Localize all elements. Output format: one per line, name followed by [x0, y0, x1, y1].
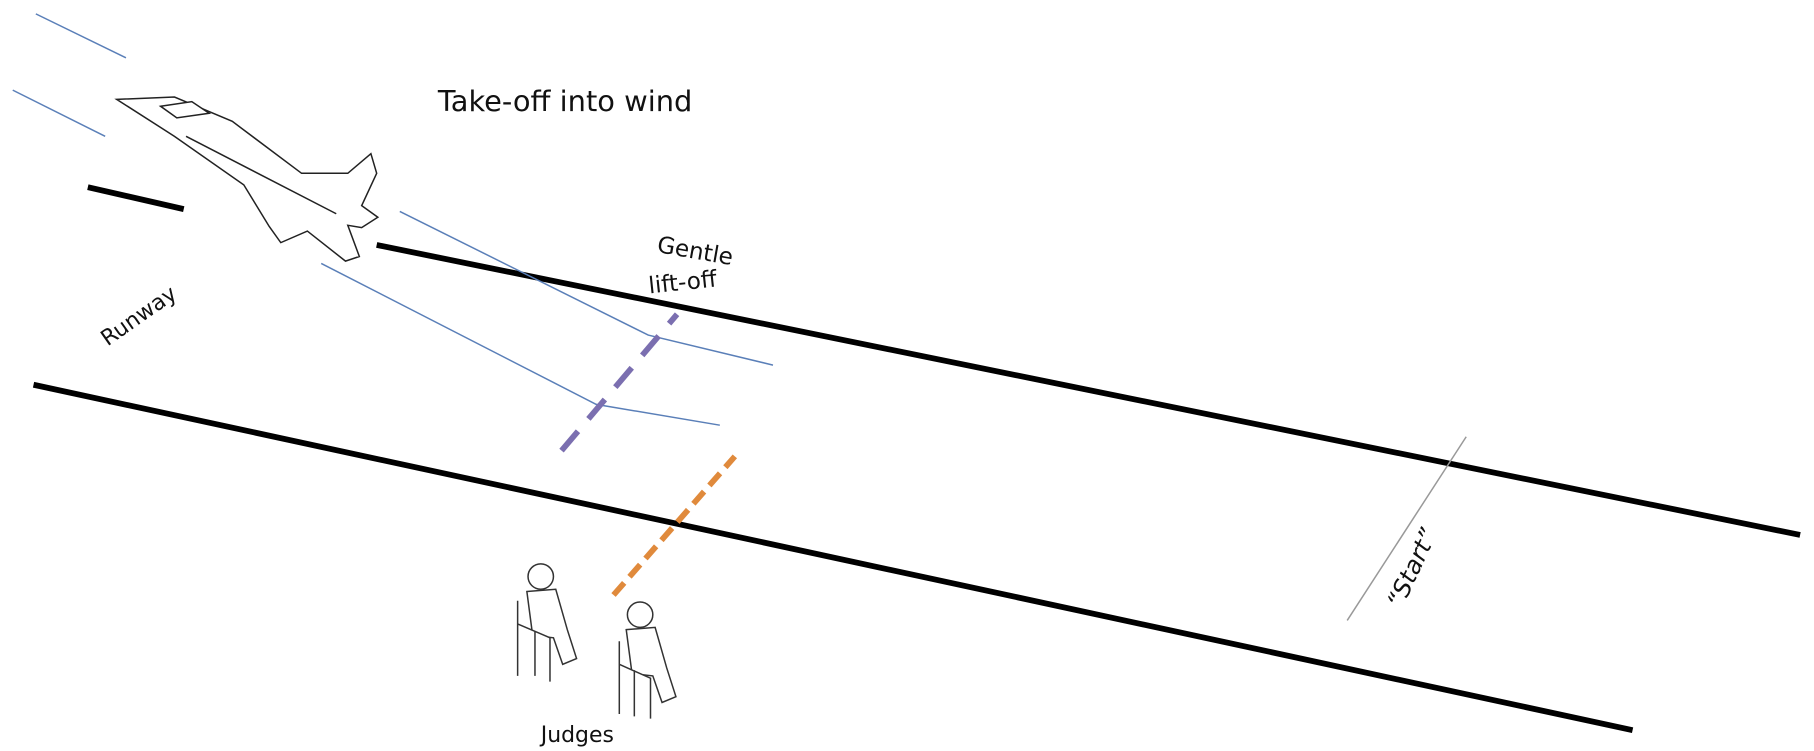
runway-label: Runway	[97, 281, 182, 351]
judges-label: Judges	[539, 723, 614, 748]
runway-edge	[377, 245, 1800, 535]
lift-off-label: Gentle	[655, 232, 735, 271]
title: Take-off into wind	[437, 84, 692, 118]
start-label: “Start”	[1381, 523, 1443, 612]
lift-off-label: lift-off	[647, 266, 719, 299]
lift-off-marker	[562, 314, 678, 450]
runway-edge	[34, 385, 1633, 730]
diagram: Take-off into wind Runway Gentle lift-of…	[0, 0, 1814, 751]
aircraft	[117, 97, 378, 261]
judge	[518, 564, 577, 682]
runway-edge	[88, 187, 184, 209]
judge	[619, 602, 676, 719]
wind-lines	[13, 14, 773, 425]
